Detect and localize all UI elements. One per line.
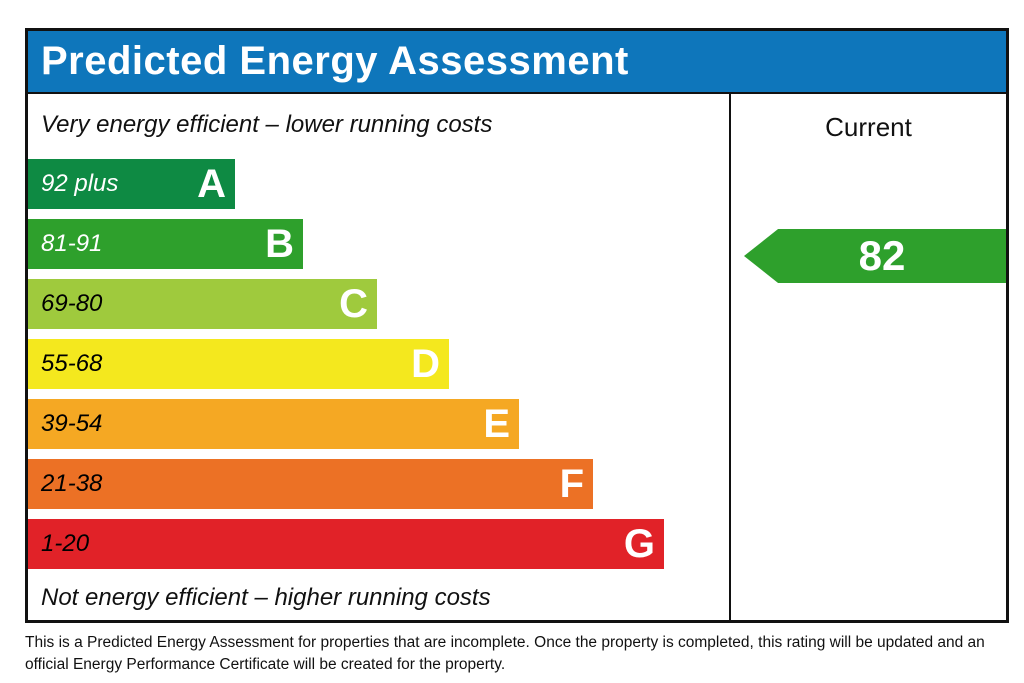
current-rating-value: 82	[858, 232, 906, 279]
current-column-header: Current	[825, 112, 912, 142]
top-caption: Very energy efficient – lower running co…	[41, 111, 493, 138]
band-d-letter: D	[411, 342, 440, 386]
band-f-letter: F	[559, 462, 584, 506]
band-a: 92 plus A	[28, 159, 235, 209]
band-c: 69-80 C	[28, 279, 377, 329]
band-f: 21-38 F	[28, 459, 593, 509]
band-e: 39-54 E	[28, 399, 519, 449]
band-c-letter: C	[339, 282, 368, 326]
rating-bands: 92 plus A 81-91 B 69-80 C 55-68 D 39-54	[28, 159, 664, 579]
current-rating-arrow: 82	[744, 229, 1006, 283]
band-g: 1-20 G	[28, 519, 664, 569]
page-title: Predicted Energy Assessment	[41, 39, 629, 83]
band-g-letter: G	[623, 522, 655, 566]
rating-bands-area: Very energy efficient – lower running co…	[28, 94, 729, 620]
band-b: 81-91 B	[28, 219, 303, 269]
footnote-line-1: This is a Predicted Energy Assessment fo…	[25, 634, 985, 651]
band-b-letter: B	[265, 222, 294, 266]
band-e-letter: E	[483, 402, 510, 446]
current-column: Current 82	[729, 94, 1006, 620]
band-d: 55-68 D	[28, 339, 449, 389]
band-e-range: 39-54	[41, 410, 103, 437]
band-c-range: 69-80	[41, 290, 103, 317]
chart-content: Very energy efficient – lower running co…	[28, 94, 1006, 620]
footnote-line-2: official Energy Performance Certificate …	[25, 655, 506, 673]
title-bar: Predicted Energy Assessment	[28, 31, 1006, 94]
band-d-range: 55-68	[41, 350, 103, 377]
band-g-range: 1-20	[41, 530, 90, 557]
band-a-letter: A	[197, 162, 226, 206]
energy-assessment-panel: Predicted Energy Assessment Very energy …	[25, 28, 1009, 623]
band-b-range: 81-91	[41, 230, 103, 257]
bottom-caption: Not energy efficient – higher running co…	[41, 584, 491, 611]
band-f-range: 21-38	[41, 470, 103, 497]
footnote: This is a Predicted Energy Assessment fo…	[25, 632, 1005, 675]
band-a-range: 92 plus	[41, 170, 119, 197]
